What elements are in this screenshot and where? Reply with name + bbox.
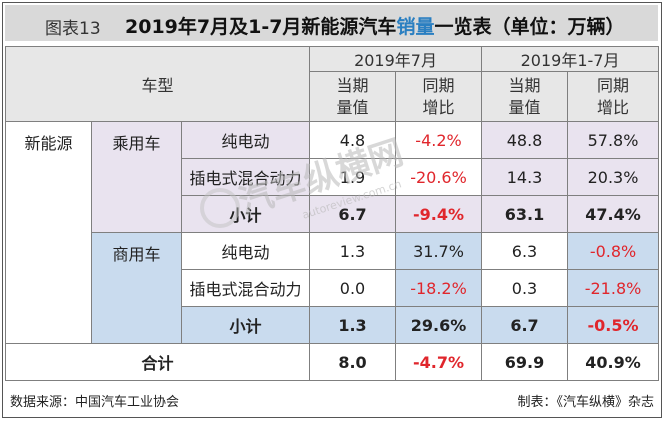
sub-type-label: 插电式混合动力 (180, 158, 311, 196)
sub-type-label: 纯电动 (180, 121, 311, 159)
ytd-value-header: 当期 量值 (481, 71, 569, 122)
header-line: 当期 (336, 75, 369, 95)
page-title: 2019年7月及1-7月新能源汽车销量一览表（单位：万辆） (125, 12, 624, 39)
table-row: 插电式混合动力 0.0 -18.2% 0.3 -21.8% (6, 269, 660, 307)
ytd-value: 69.9 (481, 343, 569, 381)
jul-value: 4.8 (309, 121, 397, 159)
table-row: 商用车 纯电动 1.3 31.7% 6.3 -0.8% (6, 232, 660, 344)
header-line: 同期 (422, 75, 455, 95)
table-row: 新能源 乘用车 纯电动 4.8 -4.2% 48.8 57.8% (5, 121, 660, 344)
jul-yoy: -18.2% (395, 269, 483, 307)
jul-value: 0.0 (309, 269, 397, 307)
ytd-value: 6.3 (481, 232, 569, 270)
ytd-value: 6.7 (481, 306, 569, 344)
total-label: 合计 (4, 343, 311, 381)
jul-value: 1.3 (309, 306, 397, 344)
jul-value: 6.7 (309, 195, 397, 233)
jul-value: 1.9 (309, 158, 397, 196)
ytd-yoy: 40.9% (567, 343, 660, 381)
producer-credit: 制表：《汽车纵横》杂志 (517, 395, 654, 410)
title-part1: 2019年7月及1-7月新能源汽车 (125, 16, 397, 38)
jul-yoy: 31.7% (395, 232, 483, 270)
ytd-yoy: -0.8% (567, 232, 660, 270)
ytd-yoy-header: 同期 增比 (567, 71, 660, 122)
table-frame (2, 2, 662, 418)
ytd-value: 0.3 (481, 269, 569, 307)
title-part2: 一览表（单位：万辆） (434, 16, 625, 38)
ytd-value: 63.1 (481, 195, 569, 233)
header-line: 同期 (597, 75, 630, 95)
subtotal-label: 小计 (180, 306, 311, 344)
period-ytd-header: 2019年1-7月 (481, 46, 660, 72)
jul-value-header: 当期 量值 (309, 71, 397, 122)
header-line: 当期 (508, 75, 541, 95)
header-line: 量值 (336, 97, 369, 117)
ytd-yoy: 20.3% (567, 158, 660, 196)
ytd-yoy: -0.5% (567, 306, 660, 344)
sub-type-label: 插电式混合动力 (180, 269, 311, 307)
ytd-yoy: -21.8% (567, 269, 660, 307)
jul-yoy: -20.6% (395, 158, 483, 196)
data-source: 数据来源：中国汽车工业协会 (10, 395, 180, 410)
header-line: 量值 (508, 97, 541, 117)
sub-type-label: 纯电动 (180, 232, 311, 270)
ytd-yoy: 47.4% (567, 195, 660, 233)
ytd-value: 14.3 (481, 158, 569, 196)
header-line: 增比 (422, 97, 455, 117)
passenger-car-label: 乘用车 (91, 121, 182, 233)
header-line: 增比 (597, 97, 630, 117)
jul-value: 1.3 (309, 232, 397, 270)
title-bar: 图表13 2019年7月及1-7月新能源汽车销量一览表（单位：万辆） (5, 5, 658, 41)
jul-yoy: -9.4% (395, 195, 483, 233)
ytd-value: 48.8 (481, 121, 569, 159)
period-july-header: 2019年7月 (309, 46, 483, 72)
jul-yoy: 29.6% (395, 306, 483, 344)
commercial-vehicle-label: 商用车 (91, 232, 182, 344)
figure-label: 图表13 (45, 19, 101, 39)
watermark-logo-icon (200, 188, 240, 228)
jul-yoy: -4.2% (395, 121, 483, 159)
ytd-yoy: 57.8% (567, 121, 660, 159)
sales-table: 车型 2019年7月 2019年1-7月 当期 量值 同期 增比 当期 量值 同期 增比… (4, 46, 660, 381)
jul-value: 8.0 (309, 343, 397, 381)
jul-yoy-header: 同期 增比 (395, 71, 483, 122)
table-row: 小计 1.3 29.6% 6.7 -0.5% (6, 306, 660, 344)
jul-yoy: -4.7% (395, 343, 483, 381)
table-row: 合计 8.0 -4.7% 69.9 40.9% (4, 343, 660, 381)
category-new-energy: 新能源 (5, 121, 92, 344)
title-highlight: 销量 (396, 16, 435, 38)
vehicle-type-header: 车型 (4, 46, 311, 122)
